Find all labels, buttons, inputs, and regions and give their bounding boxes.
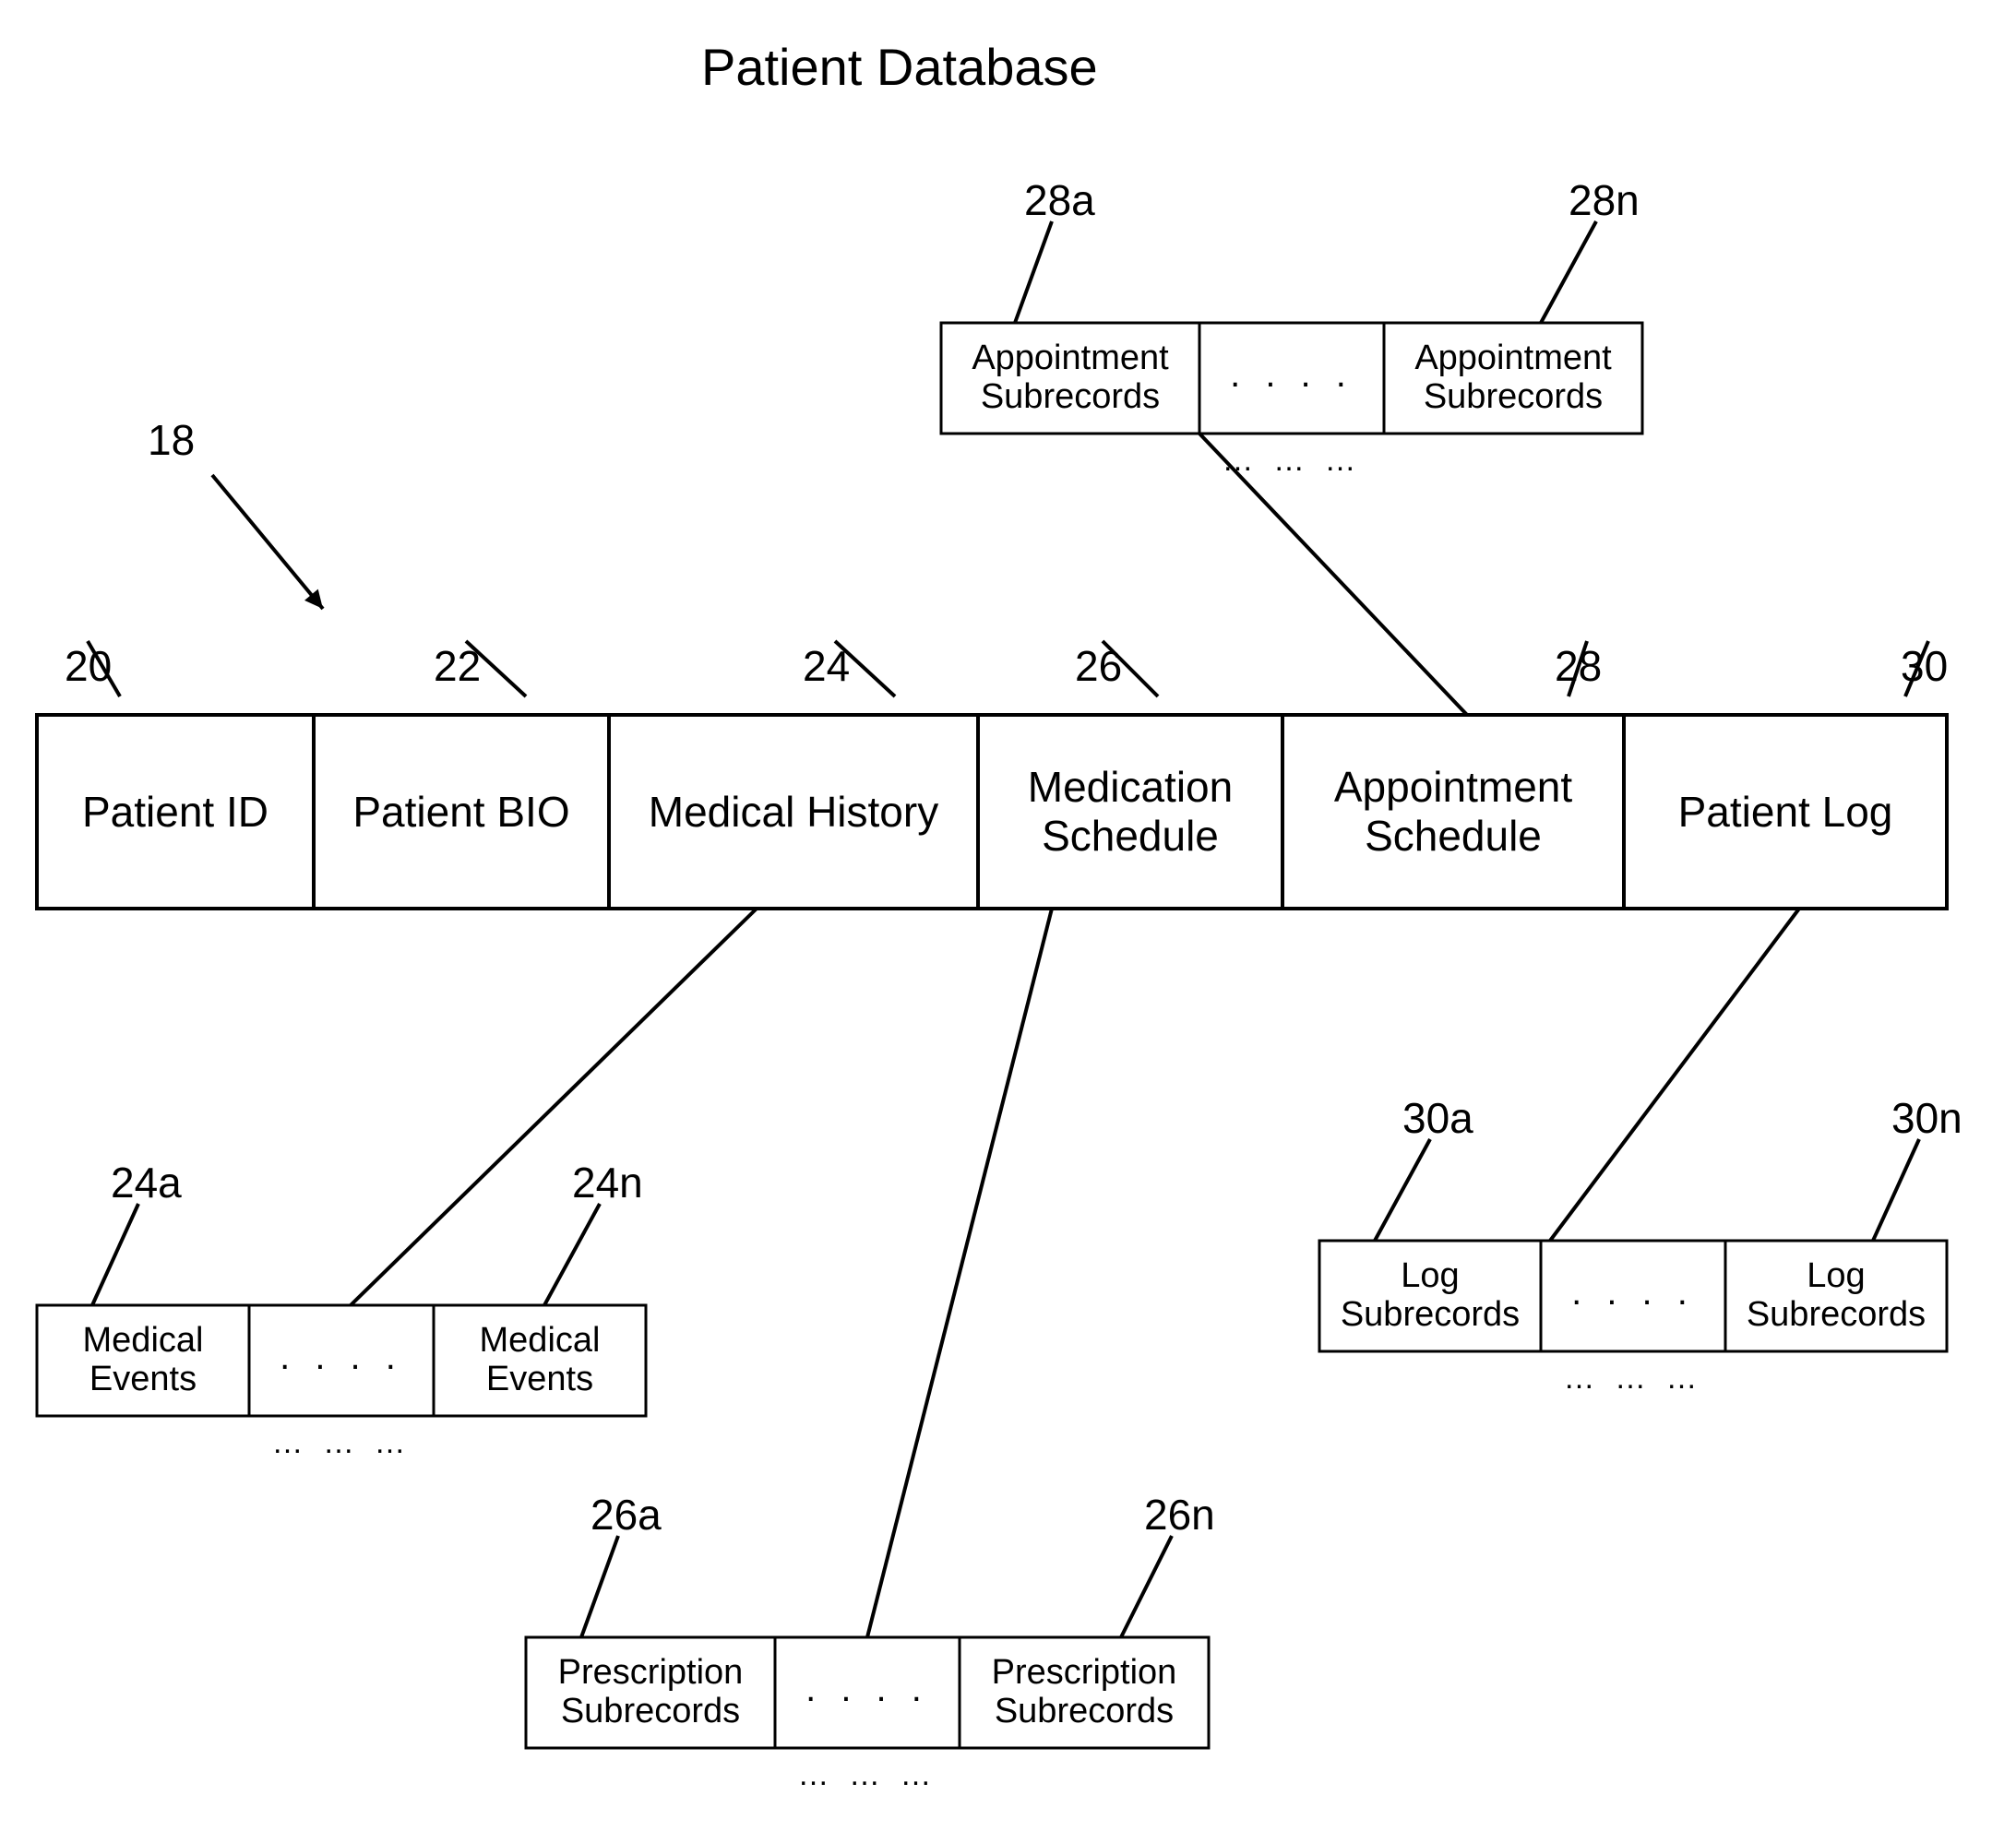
main-cell-patient-bio: Patient BIO: [314, 715, 609, 909]
ref-26n: 26n: [1144, 1490, 1215, 1540]
sub-cell-log-subrecords: LogSubrecords: [1725, 1241, 1947, 1351]
main-cell-patient-log: Patient Log: [1624, 715, 1947, 909]
ref-30n: 30n: [1891, 1093, 1962, 1143]
dots-below-prescription-subrecords: … … …: [775, 1757, 960, 1793]
ref-26a: 26a: [590, 1490, 662, 1540]
main-cell-appointment-schedule: AppointmentSchedule: [1282, 715, 1624, 909]
dots-prescription-subrecords: . . . .: [775, 1669, 960, 1710]
ref-24n: 24n: [572, 1158, 643, 1207]
dots-below-medical-events: … … …: [249, 1425, 434, 1461]
sub-cell-appointment-subrecords: AppointmentSubrecords: [941, 323, 1199, 434]
main-cell-patient-id: Patient ID: [37, 715, 314, 909]
ref-24: 24: [803, 641, 850, 691]
ref-30: 30: [1901, 641, 1948, 691]
ref-28: 28: [1555, 641, 1602, 691]
ref-26: 26: [1075, 641, 1122, 691]
ref-22: 22: [434, 641, 481, 691]
ref-18: 18: [148, 415, 195, 465]
main-cell-medication-schedule: MedicationSchedule: [978, 715, 1282, 909]
ref-30a: 30a: [1402, 1093, 1473, 1143]
svg-layer: [0, 0, 2016, 1843]
sub-cell-prescription-subrecords: PrescriptionSubrecords: [960, 1637, 1209, 1748]
diagram-stage: Patient Database Patient IDPatient BIOMe…: [0, 0, 2016, 1843]
dots-below-log-subrecords: … … …: [1541, 1361, 1725, 1397]
sub-cell-medical-events: MedicalEvents: [37, 1305, 249, 1416]
ref-28a: 28a: [1024, 175, 1095, 225]
sub-cell-medical-events: MedicalEvents: [434, 1305, 646, 1416]
dots-below-appointment-subrecords: … … …: [1199, 443, 1384, 479]
sub-cell-log-subrecords: LogSubrecords: [1319, 1241, 1541, 1351]
ref-28n: 28n: [1569, 175, 1640, 225]
sub-cell-prescription-subrecords: PrescriptionSubrecords: [526, 1637, 775, 1748]
dots-appointment-subrecords: . . . .: [1199, 354, 1384, 396]
sub-cell-appointment-subrecords: AppointmentSubrecords: [1384, 323, 1642, 434]
dots-log-subrecords: . . . .: [1541, 1272, 1725, 1314]
main-cell-medical-history: Medical History: [609, 715, 978, 909]
ref-24a: 24a: [111, 1158, 182, 1207]
ref-20: 20: [65, 641, 112, 691]
dots-medical-events: . . . .: [249, 1337, 434, 1378]
